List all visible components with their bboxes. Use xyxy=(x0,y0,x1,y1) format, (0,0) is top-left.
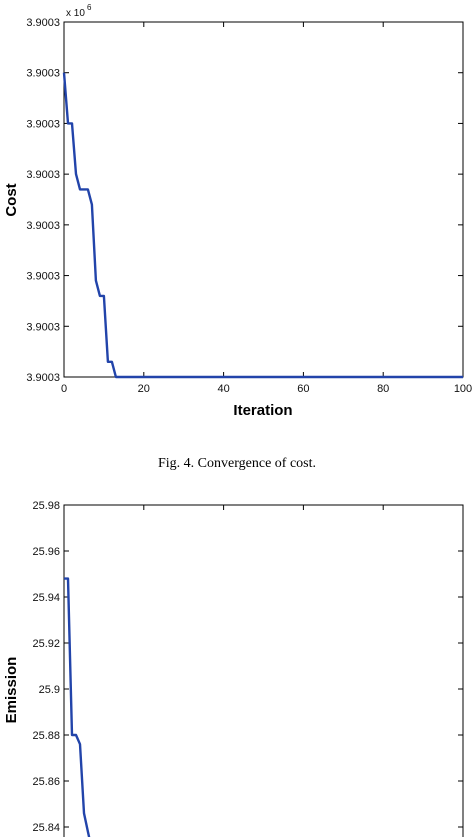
c1-y-tick-label: 3.9003 xyxy=(26,220,60,232)
figure-caption: Fig. 4. Convergence of cost. xyxy=(158,456,316,471)
c1-y-tick-label: 3.9003 xyxy=(26,68,60,80)
cost-y-multiplier: x 10 6 xyxy=(66,3,92,19)
emission-plot-frame xyxy=(63,504,464,837)
cost-y-axis-label: Cost xyxy=(3,183,20,216)
c2-y-tick-label: 25.98 xyxy=(32,500,60,512)
c2-series-line xyxy=(64,577,91,837)
c2-y-tick-label: 25.9 xyxy=(39,684,60,696)
cost-x-axis-label: Iteration xyxy=(233,402,292,419)
c2-y-tick-label: 25.94 xyxy=(32,592,60,604)
c1-y-tick-label: 3.9003 xyxy=(26,169,60,181)
c2-y-tick-label: 25.86 xyxy=(32,776,60,788)
c1-x-tick-label: 80 xyxy=(377,383,389,395)
emission-y-axis-label: Emission xyxy=(3,657,20,724)
c2-y-tick-label: 25.96 xyxy=(32,546,60,558)
c1-y-tick-label: 3.9003 xyxy=(26,118,60,130)
c1-y-tick-label: 3.9003 xyxy=(26,17,60,29)
c1-y-tick-label: 3.9003 xyxy=(26,271,60,283)
c1-x-tick-label: 60 xyxy=(297,383,309,395)
cost-chart: x 10 6 Cost Iteration 3.9003 3.9003 3.9003… xyxy=(3,3,472,419)
c2-y-tick-label: 25.92 xyxy=(32,638,60,650)
c1-x-tick-label: 20 xyxy=(138,383,150,395)
c2-y-tick-label: 25.84 xyxy=(32,822,60,834)
cost-plot-frame xyxy=(63,21,464,378)
cost-y-multiplier-base: x 10 xyxy=(66,8,85,19)
c1-x-tick-label: 0 xyxy=(61,383,67,395)
c2-y-tick-label: 25.88 xyxy=(32,730,60,742)
cost-y-multiplier-exponent: 6 xyxy=(87,3,92,12)
c1-x-tick-label: 100 xyxy=(454,383,472,395)
c1-x-tick-label: 40 xyxy=(217,383,229,395)
c1-series-line xyxy=(62,72,463,379)
c1-y-tick-label: 3.9003 xyxy=(26,372,60,384)
emission-chart: Emission 25.84 25.86 25.88 25.9 25.92 25.94 25… xyxy=(3,500,464,837)
c1-y-tick-label: 3.9003 xyxy=(26,321,60,333)
